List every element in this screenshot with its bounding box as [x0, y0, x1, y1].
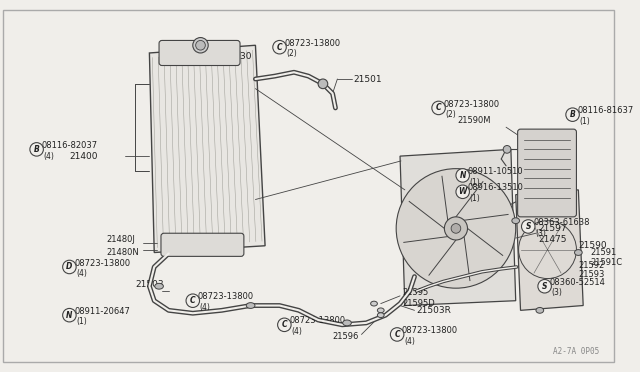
Circle shape — [273, 41, 286, 54]
Text: D: D — [66, 263, 72, 272]
Circle shape — [186, 294, 200, 307]
Circle shape — [396, 169, 516, 288]
Text: C: C — [190, 296, 196, 305]
Ellipse shape — [575, 250, 582, 256]
Text: (4): (4) — [76, 269, 87, 278]
Text: 21597: 21597 — [538, 224, 566, 233]
Text: 21592: 21592 — [579, 260, 605, 270]
FancyBboxPatch shape — [3, 10, 614, 362]
Circle shape — [566, 108, 579, 121]
Text: 21596: 21596 — [333, 332, 359, 341]
Text: (1): (1) — [76, 317, 87, 326]
Circle shape — [196, 41, 205, 50]
Text: C: C — [436, 103, 442, 112]
Text: (2): (2) — [286, 49, 297, 58]
Text: 08916-13510: 08916-13510 — [467, 183, 524, 192]
Text: C: C — [276, 43, 282, 52]
FancyBboxPatch shape — [518, 129, 577, 217]
Text: 21501: 21501 — [354, 74, 382, 83]
Text: 08723-13800: 08723-13800 — [198, 292, 253, 301]
Text: S: S — [525, 222, 531, 231]
Text: 08723-13800: 08723-13800 — [402, 326, 458, 335]
Text: 21475: 21475 — [538, 235, 566, 244]
Text: (3): (3) — [552, 289, 563, 298]
Circle shape — [456, 169, 469, 182]
Text: 21595D: 21595D — [402, 299, 435, 308]
Ellipse shape — [155, 283, 163, 289]
Text: 21593: 21593 — [579, 270, 605, 279]
Text: 21595: 21595 — [402, 289, 428, 298]
Text: 21503: 21503 — [135, 280, 164, 289]
Ellipse shape — [378, 308, 384, 313]
Circle shape — [63, 260, 76, 274]
Text: 21590: 21590 — [579, 241, 607, 250]
Ellipse shape — [246, 303, 255, 308]
Text: (2): (2) — [445, 110, 456, 119]
Text: (4): (4) — [404, 337, 415, 346]
Text: W: W — [458, 187, 467, 196]
Polygon shape — [149, 45, 265, 253]
Text: 08723-13800: 08723-13800 — [444, 100, 500, 109]
Circle shape — [503, 145, 511, 153]
Circle shape — [30, 142, 44, 156]
Text: 21591: 21591 — [590, 248, 616, 257]
Text: 08116-81637: 08116-81637 — [577, 106, 634, 115]
Text: 08723-13800: 08723-13800 — [284, 39, 340, 48]
Text: N: N — [66, 311, 72, 320]
Circle shape — [63, 308, 76, 322]
Text: (1): (1) — [469, 194, 480, 203]
Text: C: C — [394, 330, 400, 339]
Circle shape — [522, 220, 535, 233]
Text: C: C — [282, 320, 287, 329]
Text: 21480J: 21480J — [106, 235, 135, 244]
FancyBboxPatch shape — [161, 233, 244, 256]
Circle shape — [278, 318, 291, 331]
Circle shape — [432, 101, 445, 115]
Ellipse shape — [371, 301, 378, 306]
Polygon shape — [400, 150, 516, 305]
Ellipse shape — [512, 218, 520, 224]
Text: 21591C: 21591C — [590, 258, 622, 267]
Ellipse shape — [342, 320, 351, 326]
Circle shape — [538, 279, 552, 293]
Text: S: S — [542, 282, 547, 291]
Text: 21480N: 21480N — [106, 248, 139, 257]
Text: 21400: 21400 — [69, 152, 98, 161]
Text: 08363-61638: 08363-61638 — [533, 218, 589, 227]
Text: (1): (1) — [469, 178, 480, 187]
Ellipse shape — [536, 307, 543, 313]
Polygon shape — [516, 190, 583, 310]
Circle shape — [451, 224, 461, 233]
Text: 08911-20647: 08911-20647 — [74, 307, 130, 316]
Circle shape — [318, 79, 328, 89]
Circle shape — [390, 328, 404, 341]
Text: B: B — [570, 110, 575, 119]
Circle shape — [456, 185, 469, 199]
Ellipse shape — [378, 313, 384, 318]
Text: 21430: 21430 — [223, 52, 252, 61]
Text: (4): (4) — [291, 327, 302, 336]
FancyBboxPatch shape — [159, 41, 240, 65]
Text: 08723-13800: 08723-13800 — [289, 317, 346, 326]
Text: 08911-10510: 08911-10510 — [467, 167, 523, 176]
Text: B: B — [34, 145, 40, 154]
Circle shape — [193, 38, 208, 53]
Text: A2-7A 0P05: A2-7A 0P05 — [554, 347, 600, 356]
Text: (4): (4) — [200, 303, 211, 312]
Text: (4): (4) — [44, 152, 54, 161]
Text: 21503R: 21503R — [417, 306, 451, 315]
Text: 08116-82037: 08116-82037 — [42, 141, 97, 150]
Circle shape — [444, 217, 467, 240]
Text: 21590M: 21590M — [458, 116, 492, 125]
Text: N: N — [460, 171, 466, 180]
Text: 08360-52514: 08360-52514 — [550, 278, 605, 287]
Text: (3): (3) — [535, 229, 546, 238]
Text: (1): (1) — [579, 117, 590, 126]
Text: 08723-13800: 08723-13800 — [74, 259, 131, 267]
